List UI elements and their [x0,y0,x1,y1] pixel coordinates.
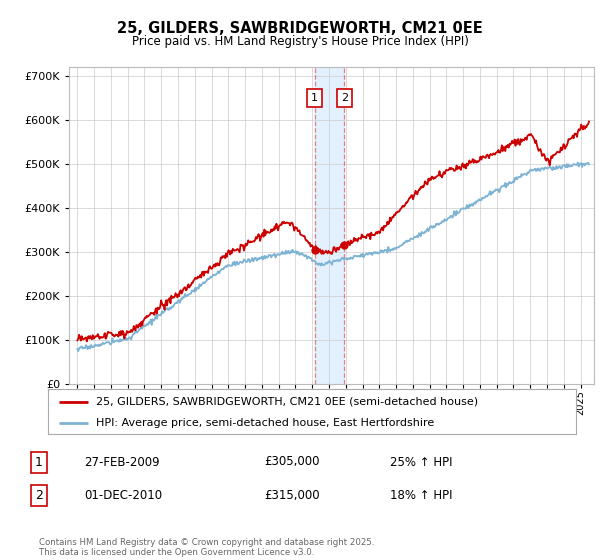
Text: 2: 2 [35,489,43,502]
Text: 1: 1 [35,455,43,469]
Text: 25% ↑ HPI: 25% ↑ HPI [390,455,452,469]
Text: 25, GILDERS, SAWBRIDGEWORTH, CM21 0EE: 25, GILDERS, SAWBRIDGEWORTH, CM21 0EE [117,21,483,36]
Text: HPI: Average price, semi-detached house, East Hertfordshire: HPI: Average price, semi-detached house,… [95,418,434,428]
Text: £315,000: £315,000 [264,489,320,502]
Text: £305,000: £305,000 [264,455,320,469]
Text: Price paid vs. HM Land Registry's House Price Index (HPI): Price paid vs. HM Land Registry's House … [131,35,469,48]
Text: 27-FEB-2009: 27-FEB-2009 [84,455,160,469]
Text: 18% ↑ HPI: 18% ↑ HPI [390,489,452,502]
Text: 25, GILDERS, SAWBRIDGEWORTH, CM21 0EE (semi-detached house): 25, GILDERS, SAWBRIDGEWORTH, CM21 0EE (s… [95,396,478,407]
Bar [315,67,344,384]
Text: Contains HM Land Registry data © Crown copyright and database right 2025.
This d: Contains HM Land Registry data © Crown c… [39,538,374,557]
Text: 1: 1 [311,93,318,103]
Text: 01-DEC-2010: 01-DEC-2010 [84,489,162,502]
Text: 2: 2 [341,93,348,103]
